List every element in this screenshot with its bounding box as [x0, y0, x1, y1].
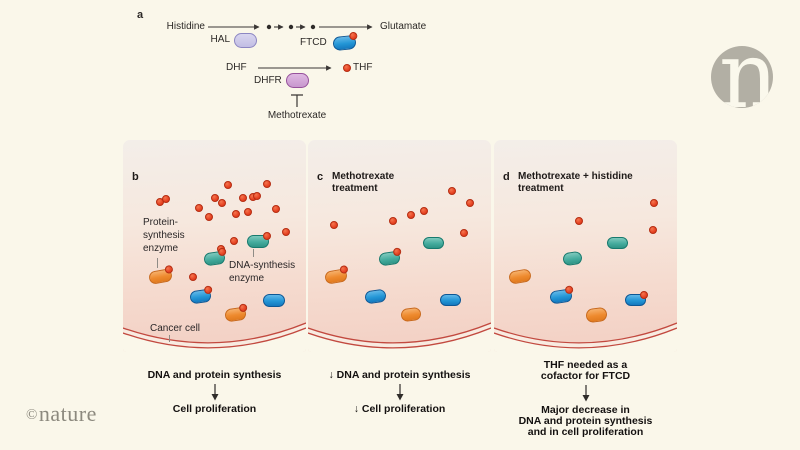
- caption-panel-d: THF needed as a cofactor for FTCD Major d…: [494, 360, 677, 438]
- thf-dot: [263, 180, 271, 188]
- dhfr-enzyme-pill: [286, 73, 309, 88]
- cancer-cell-panel-b: b Protein-synthesis enzyme DNA-synthesis en…: [123, 140, 306, 352]
- glutamate-label: Glutamate: [380, 21, 427, 32]
- cell-membrane: [308, 322, 491, 352]
- blue-enzyme-pill: [625, 291, 648, 306]
- thf-dot: [466, 199, 474, 207]
- thf-dot: [330, 221, 338, 229]
- caption-panel-c: ↓ DNA and protein synthesis ↓ Cell proli…: [308, 370, 491, 415]
- annotation-label: Protein-synthesis enzyme: [143, 217, 185, 254]
- thf-dot: [195, 204, 203, 212]
- hal-enzyme-pill: [234, 33, 257, 48]
- blue-enzyme-pill: [189, 285, 213, 305]
- nature-logo: n: [711, 46, 773, 108]
- metabolite-dot: [288, 24, 294, 30]
- annotation-label: DNA-synthesis enzyme: [229, 260, 296, 284]
- orange-enzyme-pill: [324, 264, 349, 285]
- teal-enzyme-pill: [203, 247, 227, 267]
- thf-dot: [343, 64, 351, 72]
- caption-bottom-text: Major decrease in DNA and protein synthes…: [518, 404, 653, 438]
- annotation-leader-line: [157, 258, 158, 268]
- caption-bottom-text: Cell proliferation: [172, 403, 257, 415]
- thf-dot: [389, 217, 397, 225]
- thf-dot: [272, 205, 280, 213]
- thf-dot: [407, 211, 415, 219]
- orange-enzyme-pill: [508, 268, 532, 285]
- cell-membrane: [123, 322, 306, 352]
- caption-top-text: ↓ DNA and protein synthesis: [328, 369, 471, 381]
- thf-dot: [649, 226, 657, 234]
- cancer-cell-panel-d: d Methotrexate + histidine treatment: [494, 140, 677, 352]
- orange-enzyme-pill: [148, 264, 174, 285]
- teal-enzyme-pill: [607, 237, 628, 249]
- thf-dot: [650, 199, 658, 207]
- copyright-icon: ©: [26, 407, 38, 423]
- thf-label: THF: [353, 62, 373, 73]
- cell-membrane: [494, 322, 677, 352]
- panel-d-label: d: [503, 171, 510, 183]
- thf-dot: [460, 229, 468, 237]
- blue-enzyme-pill: [364, 288, 387, 305]
- panel-a-label: a: [137, 9, 144, 21]
- thf-dot: [263, 232, 271, 240]
- thf-dot: [420, 207, 428, 215]
- teal-enzyme-pill: [562, 250, 583, 267]
- blue-enzyme-pill: [549, 285, 574, 305]
- thf-dot: [339, 264, 349, 275]
- down-arrow-icon: [582, 385, 589, 402]
- thf-dot: [164, 264, 174, 275]
- blue-enzyme-pill: [263, 294, 285, 307]
- copyright-word: nature: [38, 401, 97, 426]
- panel-c-title: Methotrexate treatment: [332, 171, 395, 194]
- thf-dot: [224, 181, 232, 189]
- copyright-nature: ©nature: [26, 401, 97, 427]
- thf-dot: [232, 210, 240, 218]
- down-arrow-icon: [211, 384, 218, 401]
- metabolite-dot: [310, 24, 316, 30]
- teal-enzyme-pill: [423, 237, 444, 249]
- panel-d-title: Methotrexate + histidine treatment: [518, 171, 633, 194]
- teal-enzyme-pill: [378, 247, 402, 267]
- thf-dot: [392, 247, 402, 257]
- caption-top-text: DNA and protein synthesis: [147, 369, 282, 381]
- thf-dot: [239, 194, 247, 202]
- thf-dot: [217, 247, 227, 257]
- blue-enzyme-pill: [440, 294, 461, 306]
- hal-label: HAL: [210, 34, 230, 45]
- caption-bottom-text: ↓ Cell proliferation: [353, 403, 446, 415]
- thf-dot: [230, 237, 238, 245]
- thf-dot: [253, 192, 261, 200]
- thf-dot: [244, 208, 252, 216]
- annotation-label: Cancer cell: [150, 323, 201, 334]
- panel-c-label: c: [317, 171, 324, 183]
- thf-dot: [640, 291, 648, 299]
- pathway-arrows: [208, 24, 373, 107]
- methotrexate-label: Methotrexate: [267, 110, 327, 121]
- inhibition-bar-icon: [291, 94, 303, 107]
- down-arrow-icon: [396, 384, 403, 401]
- thf-dot: [189, 273, 197, 281]
- thf-dot: [162, 195, 170, 203]
- metabolite-dot: [266, 24, 272, 30]
- nature-logo-letter: n: [719, 46, 773, 108]
- thf-dot: [203, 285, 213, 295]
- thf-dot: [211, 194, 219, 202]
- teal-enzyme-pill: [247, 232, 271, 248]
- thf-dot: [564, 285, 574, 295]
- panel-b-label: b: [132, 171, 139, 183]
- thf-dot: [205, 213, 213, 221]
- cancer-cell-panel-c: c Methotrexate treatment: [308, 140, 491, 352]
- thf-dot: [448, 187, 456, 195]
- dhfr-label: DHFR: [254, 75, 282, 86]
- dhf-label: DHF: [226, 62, 247, 73]
- annotation-leader-line: [169, 335, 170, 342]
- thf-dot: [218, 199, 226, 207]
- histidine-label: Histidine: [166, 21, 205, 32]
- thf-dot: [575, 217, 583, 225]
- ftcd-label: FTCD: [300, 37, 327, 48]
- annotation-leader-line: [253, 249, 254, 257]
- caption-top-text: THF needed as a cofactor for FTCD: [540, 359, 631, 382]
- caption-panel-b: DNA and protein synthesis Cell prolifera…: [123, 370, 306, 415]
- thf-dot: [282, 228, 290, 236]
